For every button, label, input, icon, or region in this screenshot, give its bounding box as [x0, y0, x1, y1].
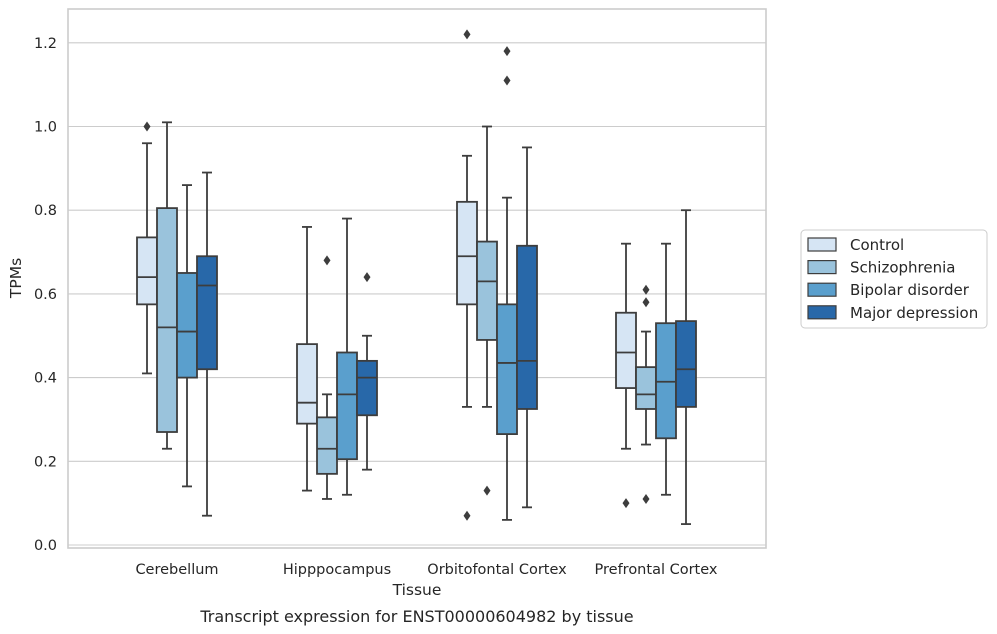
outlier-point	[642, 297, 650, 308]
outlier-point	[323, 255, 331, 266]
outlier-point	[503, 46, 511, 57]
x-tick-label: Cerebellum	[135, 562, 218, 578]
legend-label: Major depression	[850, 304, 978, 322]
box	[675, 320, 697, 408]
legend-items: Control Schizophrenia Bipolar disorder Majo…	[807, 236, 978, 322]
legend-frame	[800, 229, 988, 329]
box-group	[316, 255, 338, 500]
box	[615, 311, 637, 389]
outlier-point	[363, 272, 371, 283]
box	[655, 322, 677, 440]
y-tick-label: 1.2	[34, 36, 57, 52]
outlier-point	[483, 485, 491, 496]
box-group	[496, 46, 518, 521]
box	[336, 351, 358, 461]
x-tick-label: Prefrontal Cortex	[595, 562, 718, 578]
box	[136, 236, 158, 306]
y-axis-title: TPMs	[7, 258, 25, 299]
box	[156, 207, 178, 433]
legend-label: Control	[850, 236, 904, 254]
y-tick-label: 0.6	[34, 287, 57, 303]
box	[296, 343, 318, 425]
legend-label: Bipolar disorder	[850, 281, 970, 299]
outlier-point	[463, 29, 471, 40]
x-tick-labels: Cerebellum Hipppocampus Orbitofontal Corte…	[135, 562, 717, 578]
box	[456, 200, 478, 306]
box	[476, 240, 498, 341]
box-group	[635, 284, 657, 504]
box-group	[615, 242, 637, 509]
plot-frame	[67, 8, 767, 549]
x-axis-title: Tissue	[392, 581, 442, 599]
outlier-point	[642, 493, 650, 504]
box-group	[456, 29, 478, 521]
box	[176, 272, 198, 379]
legend-swatch	[807, 282, 837, 297]
y-tick-labels: 0.0 0.2 0.4 0.6 0.8 1.0 1.2	[34, 36, 57, 554]
box-group	[336, 217, 358, 496]
legend-label: Schizophrenia	[850, 259, 955, 277]
y-tick-label: 0.2	[34, 454, 57, 470]
box-group	[296, 226, 318, 492]
box	[635, 366, 657, 410]
outlier-point	[503, 75, 511, 86]
box	[356, 359, 378, 417]
box-group	[476, 125, 498, 496]
y-tick-label: 1.0	[34, 120, 57, 136]
box-group	[176, 184, 198, 488]
chart-caption: Transcript expression for ENST0000060498…	[199, 607, 633, 626]
y-tick-label: 0.8	[34, 203, 57, 219]
x-tick-label: Hipppocampus	[283, 562, 391, 578]
box-group	[156, 121, 178, 450]
box	[196, 255, 218, 371]
outlier-point	[642, 284, 650, 295]
legend-swatch	[807, 305, 837, 320]
x-tick-label: Orbitofontal Cortex	[427, 562, 567, 578]
legend-swatch	[807, 237, 837, 252]
box-group	[356, 272, 378, 471]
outlier-point	[143, 121, 151, 132]
box	[516, 244, 538, 410]
y-tick-label: 0.0	[34, 538, 57, 554]
box-group	[655, 242, 677, 496]
box-group	[136, 121, 158, 375]
y-tick-label: 0.4	[34, 371, 57, 387]
box-group	[196, 171, 218, 517]
outlier-point	[622, 498, 630, 509]
legend: Control Schizophrenia Bipolar disorder Majo…	[800, 229, 988, 329]
outlier-point	[463, 510, 471, 521]
box	[496, 303, 518, 435]
box-group	[516, 146, 538, 509]
box-group	[675, 209, 697, 525]
legend-swatch	[807, 260, 837, 275]
box	[316, 416, 338, 475]
box-layer	[136, 29, 697, 525]
